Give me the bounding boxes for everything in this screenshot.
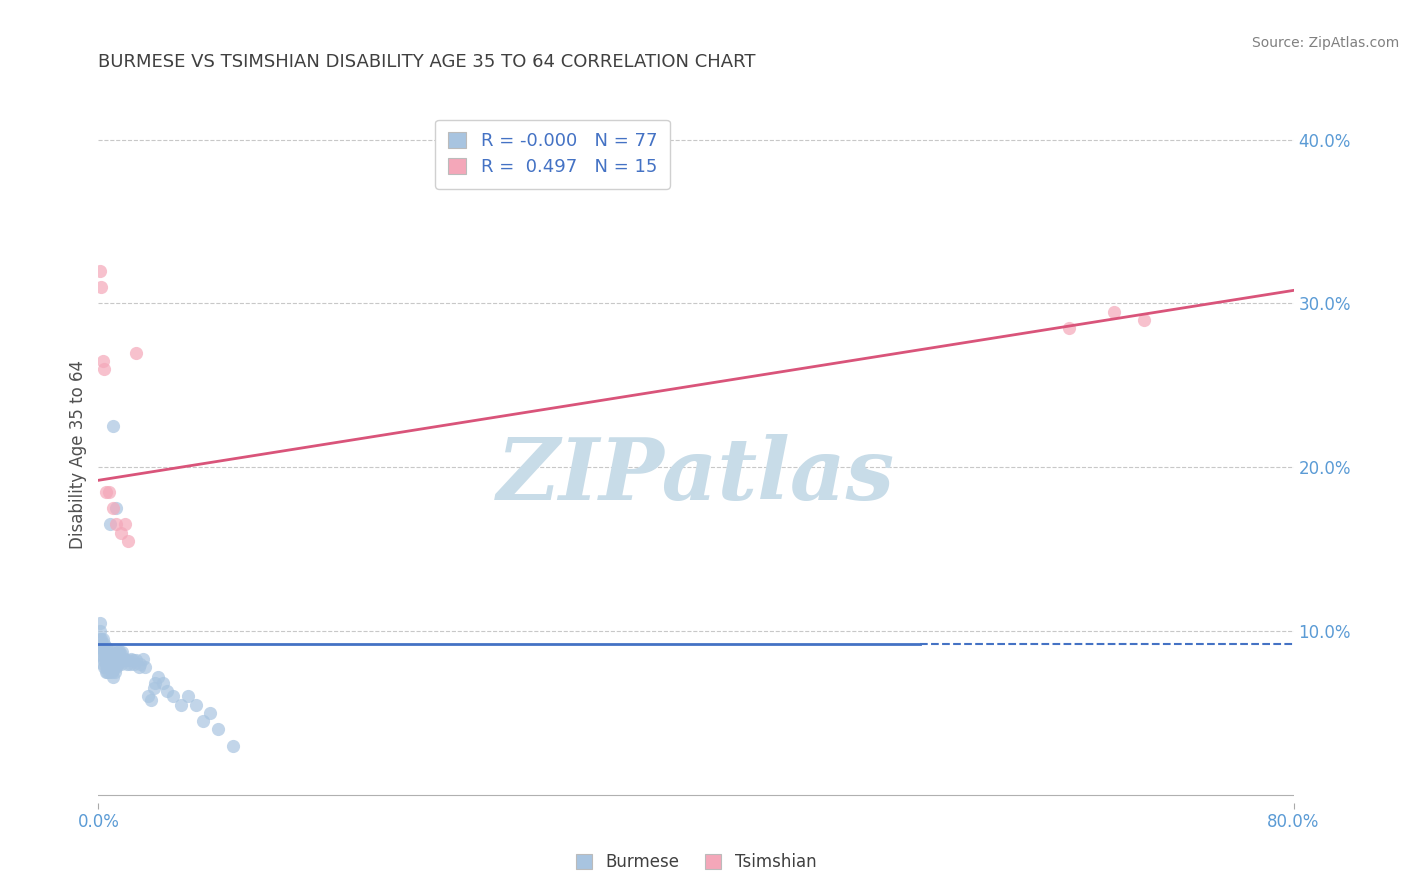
Point bbox=[162, 690, 184, 704]
Point bbox=[136, 690, 159, 704]
Point bbox=[89, 264, 111, 278]
Point bbox=[148, 670, 170, 684]
Point bbox=[91, 640, 114, 655]
Point bbox=[222, 739, 245, 753]
Point bbox=[96, 648, 118, 663]
Point bbox=[125, 653, 148, 667]
Point bbox=[103, 663, 125, 677]
Point bbox=[156, 684, 179, 698]
Point bbox=[89, 640, 111, 655]
Point bbox=[90, 648, 112, 663]
Point bbox=[91, 632, 114, 646]
Point bbox=[103, 653, 125, 667]
Point bbox=[134, 660, 156, 674]
Point bbox=[112, 651, 135, 665]
Point bbox=[96, 665, 118, 679]
Point bbox=[105, 660, 128, 674]
Point bbox=[91, 657, 114, 671]
Point bbox=[107, 645, 129, 659]
Point bbox=[129, 657, 152, 671]
Point bbox=[1133, 313, 1156, 327]
Point bbox=[105, 501, 128, 516]
Point bbox=[1104, 304, 1126, 318]
Point bbox=[105, 648, 128, 663]
Point bbox=[94, 657, 117, 671]
Point bbox=[103, 670, 125, 684]
Point bbox=[101, 665, 124, 679]
Text: BURMESE VS TSIMSHIAN DISABILITY AGE 35 TO 64 CORRELATION CHART: BURMESE VS TSIMSHIAN DISABILITY AGE 35 T… bbox=[98, 54, 756, 71]
Point bbox=[207, 722, 229, 736]
Point bbox=[191, 714, 214, 728]
Point bbox=[89, 624, 111, 638]
Point bbox=[94, 640, 117, 655]
Point bbox=[117, 533, 139, 548]
Point bbox=[100, 517, 122, 532]
Point bbox=[184, 698, 207, 712]
Point bbox=[107, 657, 129, 671]
Point bbox=[110, 647, 132, 661]
Point bbox=[117, 653, 139, 667]
Point bbox=[91, 648, 114, 663]
Point bbox=[120, 651, 142, 665]
Point bbox=[105, 517, 128, 532]
Point bbox=[104, 665, 127, 679]
Point bbox=[90, 280, 112, 294]
Point bbox=[100, 651, 122, 665]
Point bbox=[103, 643, 125, 657]
Point bbox=[152, 676, 174, 690]
Point bbox=[97, 665, 120, 679]
Y-axis label: Disability Age 35 to 64: Disability Age 35 to 64 bbox=[69, 360, 87, 549]
Point bbox=[96, 657, 118, 671]
Point bbox=[90, 632, 112, 646]
Point bbox=[128, 660, 150, 674]
Point bbox=[139, 692, 162, 706]
Point bbox=[108, 653, 131, 667]
Legend: Burmese, Tsimshian: Burmese, Tsimshian bbox=[569, 847, 823, 878]
Point bbox=[1059, 321, 1081, 335]
Point bbox=[91, 353, 114, 368]
Point bbox=[114, 653, 136, 667]
Point bbox=[200, 706, 222, 720]
Point bbox=[97, 653, 120, 667]
Point bbox=[114, 517, 136, 532]
Point bbox=[93, 653, 115, 667]
Point bbox=[93, 660, 115, 674]
Point bbox=[177, 690, 200, 704]
Point bbox=[104, 647, 127, 661]
Point bbox=[100, 643, 122, 657]
Point bbox=[89, 632, 111, 646]
Text: Source: ZipAtlas.com: Source: ZipAtlas.com bbox=[1251, 36, 1399, 50]
Point bbox=[111, 645, 134, 659]
Point bbox=[110, 657, 132, 671]
Point bbox=[94, 648, 117, 663]
Point bbox=[169, 698, 191, 712]
Point bbox=[101, 657, 124, 671]
Point bbox=[94, 484, 117, 499]
Point bbox=[108, 643, 131, 657]
Point bbox=[90, 640, 112, 655]
Point bbox=[93, 637, 115, 651]
Point bbox=[94, 665, 117, 679]
Point bbox=[104, 657, 127, 671]
Point bbox=[93, 645, 115, 659]
Point bbox=[143, 676, 166, 690]
Point bbox=[118, 657, 141, 671]
Point bbox=[115, 657, 138, 671]
Point bbox=[110, 525, 132, 540]
Point bbox=[97, 484, 120, 499]
Point bbox=[124, 657, 146, 671]
Point bbox=[132, 651, 155, 665]
Point bbox=[103, 419, 125, 434]
Point bbox=[93, 362, 115, 376]
Point bbox=[100, 660, 122, 674]
Point bbox=[125, 345, 148, 359]
Text: ZIPatlas: ZIPatlas bbox=[496, 434, 896, 517]
Point bbox=[111, 653, 134, 667]
Point bbox=[121, 653, 143, 667]
Point bbox=[142, 681, 165, 696]
Point bbox=[103, 501, 125, 516]
Point bbox=[89, 615, 111, 630]
